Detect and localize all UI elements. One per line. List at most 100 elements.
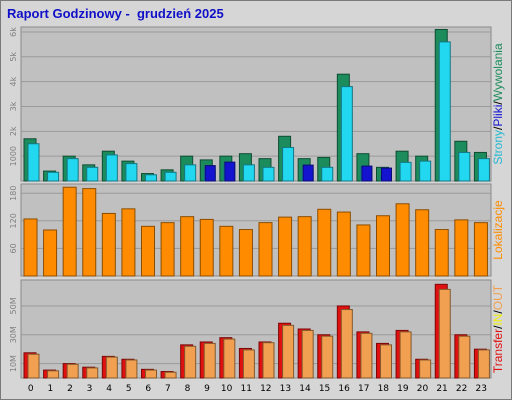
plot-area <box>20 183 492 277</box>
bar-locations-20 <box>415 209 430 277</box>
x-tick-label-13: 13 <box>280 384 291 394</box>
bar-locations-11 <box>238 229 253 277</box>
y-axis-label-part: / <box>491 126 505 130</box>
bar-transfer_in-18 <box>380 344 392 379</box>
x-tick-label-18: 18 <box>378 384 390 394</box>
bar-files-8 <box>184 164 197 182</box>
bar-locations-3 <box>82 188 97 277</box>
bar-files-11 <box>242 164 255 182</box>
x-tick-label-1: 1 <box>48 384 54 394</box>
y-axis-label-part: Wywolania <box>491 43 505 101</box>
bar-transfer_in-21 <box>438 288 451 379</box>
bar-locations-6 <box>141 225 155 277</box>
bar-files-6 <box>145 174 157 182</box>
bar-locations-2 <box>62 186 77 277</box>
bar-transfer_in-1 <box>47 370 60 379</box>
y-axis-label: Strony/Pliki/Wywolania <box>491 43 505 165</box>
bar-locations-4 <box>101 212 116 277</box>
bar-files-2 <box>66 158 79 182</box>
y-axis-label-part: IN <box>491 314 505 326</box>
bar-files-5 <box>125 163 138 182</box>
bar-locations-8 <box>180 216 195 277</box>
bar-files-19 <box>399 161 412 182</box>
bar-transfer_in-17 <box>360 332 373 379</box>
bar-locations-18 <box>376 215 390 277</box>
bar-transfer_in-3 <box>86 367 99 379</box>
bar-locations-5 <box>121 208 136 277</box>
bar-transfer_in-12 <box>262 342 275 379</box>
y-tick-label: 1000 <box>9 146 18 166</box>
bar-locations-15 <box>317 208 332 277</box>
x-tick-label-14: 14 <box>299 384 311 394</box>
bar-transfer_in-6 <box>145 369 157 379</box>
y-axis-label-part: Strony <box>491 130 505 165</box>
x-tick-label-4: 4 <box>106 384 112 394</box>
bar-locations-19 <box>395 203 410 277</box>
plot-area <box>20 279 492 379</box>
x-tick-label-12: 12 <box>260 384 271 394</box>
x-tick-label-8: 8 <box>185 384 191 394</box>
bar-files-20 <box>419 160 432 182</box>
bar-transfer_in-20 <box>419 359 432 379</box>
x-tick-label-20: 20 <box>417 384 429 394</box>
bar-transfer_in-14 <box>301 329 314 379</box>
y-tick-label: 180 <box>9 186 18 201</box>
bar-locations-0 <box>23 218 38 277</box>
bar-files-22 <box>458 151 471 182</box>
y-tick-label: 3k <box>9 101 18 111</box>
y-tick-label: 2k <box>9 126 18 136</box>
x-tick-label-23: 23 <box>475 384 486 394</box>
bar-files-1 <box>47 171 60 182</box>
y-axis-label-part: / <box>491 325 505 329</box>
y-tick-label: 120 <box>9 213 18 228</box>
bar-locations-14 <box>297 216 312 277</box>
x-tick-label-9: 9 <box>204 384 210 394</box>
bar-visits-10 <box>224 161 236 182</box>
bar-files-23 <box>477 158 490 182</box>
bar-files-3 <box>86 166 99 182</box>
bar-files-21 <box>438 41 451 182</box>
x-tick-label-22: 22 <box>456 384 467 394</box>
x-tick-label-10: 10 <box>221 384 233 394</box>
y-tick-label: 4k <box>9 76 18 86</box>
bar-visits-14 <box>302 164 314 182</box>
y-axis-label: Transfer/IN/OUT <box>491 284 505 373</box>
x-tick-label-15: 15 <box>319 384 330 394</box>
x-tick-label-5: 5 <box>126 384 132 394</box>
y-axis-label-part: / <box>491 310 505 314</box>
y-tick-label: 5k <box>9 52 18 62</box>
chart-title: Raport Godzinowy - grudzień 2025 <box>7 6 224 21</box>
panel-2: 60 120 180 Lokalizacje <box>9 183 505 277</box>
bar-visits-17 <box>361 165 373 182</box>
x-tick-label-21: 21 <box>436 384 447 394</box>
x-tick-label-19: 19 <box>397 384 409 394</box>
bar-transfer_in-8 <box>184 345 197 379</box>
bar-visits-18 <box>381 167 392 182</box>
x-tick-label-0: 0 <box>28 384 34 394</box>
bar-transfer_in-2 <box>66 363 79 379</box>
bar-transfer_in-9 <box>203 342 216 379</box>
bar-transfer_in-10 <box>223 338 236 379</box>
y-tick-label: 6k <box>9 27 18 37</box>
x-tick-label-3: 3 <box>87 384 93 394</box>
bar-transfer_in-23 <box>477 349 490 379</box>
bar-transfer_in-16 <box>340 309 353 379</box>
bar-transfer_in-22 <box>458 335 471 379</box>
x-tick-label-11: 11 <box>240 384 251 394</box>
bar-files-12 <box>262 166 275 182</box>
y-tick-label: 30M <box>9 326 18 343</box>
bar-transfer_in-0 <box>27 353 40 379</box>
bar-transfer_in-13 <box>282 324 295 379</box>
plot-area <box>20 26 492 182</box>
bar-files-15 <box>321 166 334 182</box>
bar-transfer_in-15 <box>321 335 334 379</box>
y-axis-label-part: Transfer <box>491 329 505 373</box>
y-axis-label-part: Lokalizacje <box>491 200 505 260</box>
bar-files-7 <box>164 171 177 182</box>
bar-transfer_in-4 <box>105 356 118 379</box>
y-axis-label: Lokalizacje <box>491 200 505 260</box>
bar-locations-23 <box>473 222 488 277</box>
